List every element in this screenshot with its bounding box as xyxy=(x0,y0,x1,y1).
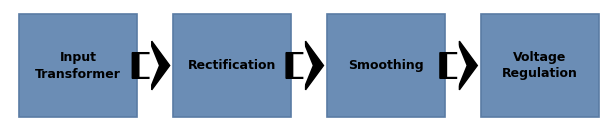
Text: Voltage
Regulation: Voltage Regulation xyxy=(502,50,578,81)
Text: Rectification: Rectification xyxy=(188,59,276,72)
Text: Smoothing: Smoothing xyxy=(348,59,424,72)
FancyBboxPatch shape xyxy=(19,14,137,117)
FancyBboxPatch shape xyxy=(481,14,599,117)
FancyBboxPatch shape xyxy=(173,14,291,117)
Polygon shape xyxy=(440,41,478,90)
Polygon shape xyxy=(293,43,313,88)
Polygon shape xyxy=(447,43,467,88)
FancyBboxPatch shape xyxy=(327,14,445,117)
Text: Input
Transformer: Input Transformer xyxy=(35,50,121,81)
Polygon shape xyxy=(139,43,159,88)
Polygon shape xyxy=(286,41,324,90)
Polygon shape xyxy=(132,41,170,90)
